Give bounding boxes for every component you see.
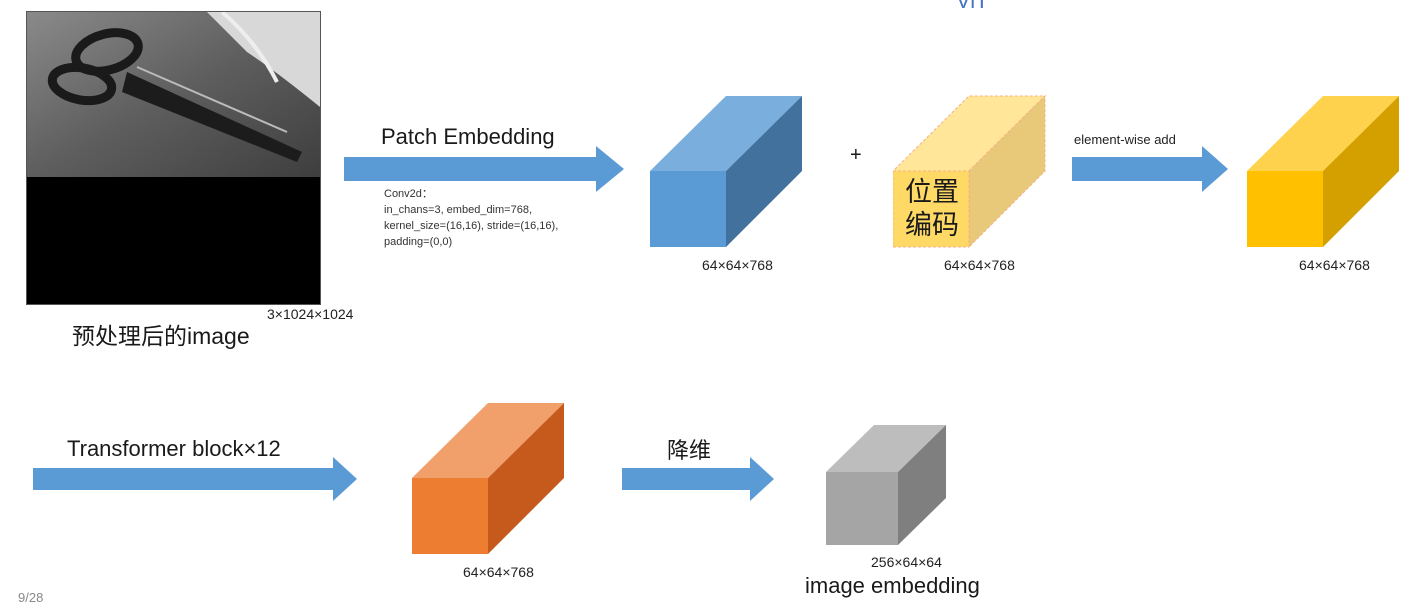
transformer-tensor-cube	[412, 403, 564, 554]
position-encoding-label: 位置 编码	[905, 177, 959, 241]
transformer-block-label: Transformer block×12	[67, 436, 281, 461]
image-embedding-cube	[826, 425, 946, 545]
image-embedding-caption: image embedding	[805, 573, 980, 598]
reduce-dim-arrow	[622, 457, 774, 501]
patch-tensor-cube	[650, 96, 802, 247]
page-number: 9/28	[18, 590, 44, 605]
transformer-block-arrow	[33, 457, 357, 501]
preprocessed-image	[26, 11, 321, 305]
sum-tensor-dims: 64×64×768	[1299, 257, 1370, 273]
transformer-tensor-dims: 64×64×768	[463, 564, 534, 580]
scissors-photo-icon	[27, 12, 320, 304]
reduce-dim-label: 降维	[667, 439, 712, 464]
image-embedding-dims: 256×64×64	[871, 554, 942, 570]
patch-embedding-label: Patch Embedding	[381, 124, 555, 149]
conv2d-line2: kernel_size=(16,16), stride=(16,16),	[384, 220, 559, 232]
elementwise-add-arrow	[1072, 146, 1228, 192]
patch-tensor-dims: 64×64×768	[702, 257, 773, 273]
conv2d-title: Conv2d：	[384, 188, 433, 200]
conv2d-params: Conv2d： in_chans=3, embed_dim=768, kerne…	[384, 186, 558, 250]
conv2d-line1: in_chans=3, embed_dim=768,	[384, 204, 532, 216]
sum-tensor-cube	[1247, 96, 1399, 247]
elementwise-add-label: element-wise add	[1074, 132, 1176, 147]
position-encoding-dims: 64×64×768	[944, 257, 1015, 273]
plus-sign: +	[850, 144, 862, 166]
conv2d-line3: padding=(0,0)	[384, 236, 453, 248]
patch-embedding-arrow	[344, 146, 624, 192]
input-dims: 3×1024×1024	[267, 306, 354, 322]
position-encoding-cube	[893, 95, 1047, 248]
slide-title-fragment: ViT	[956, 0, 989, 13]
input-caption: 预处理后的image	[72, 323, 250, 349]
